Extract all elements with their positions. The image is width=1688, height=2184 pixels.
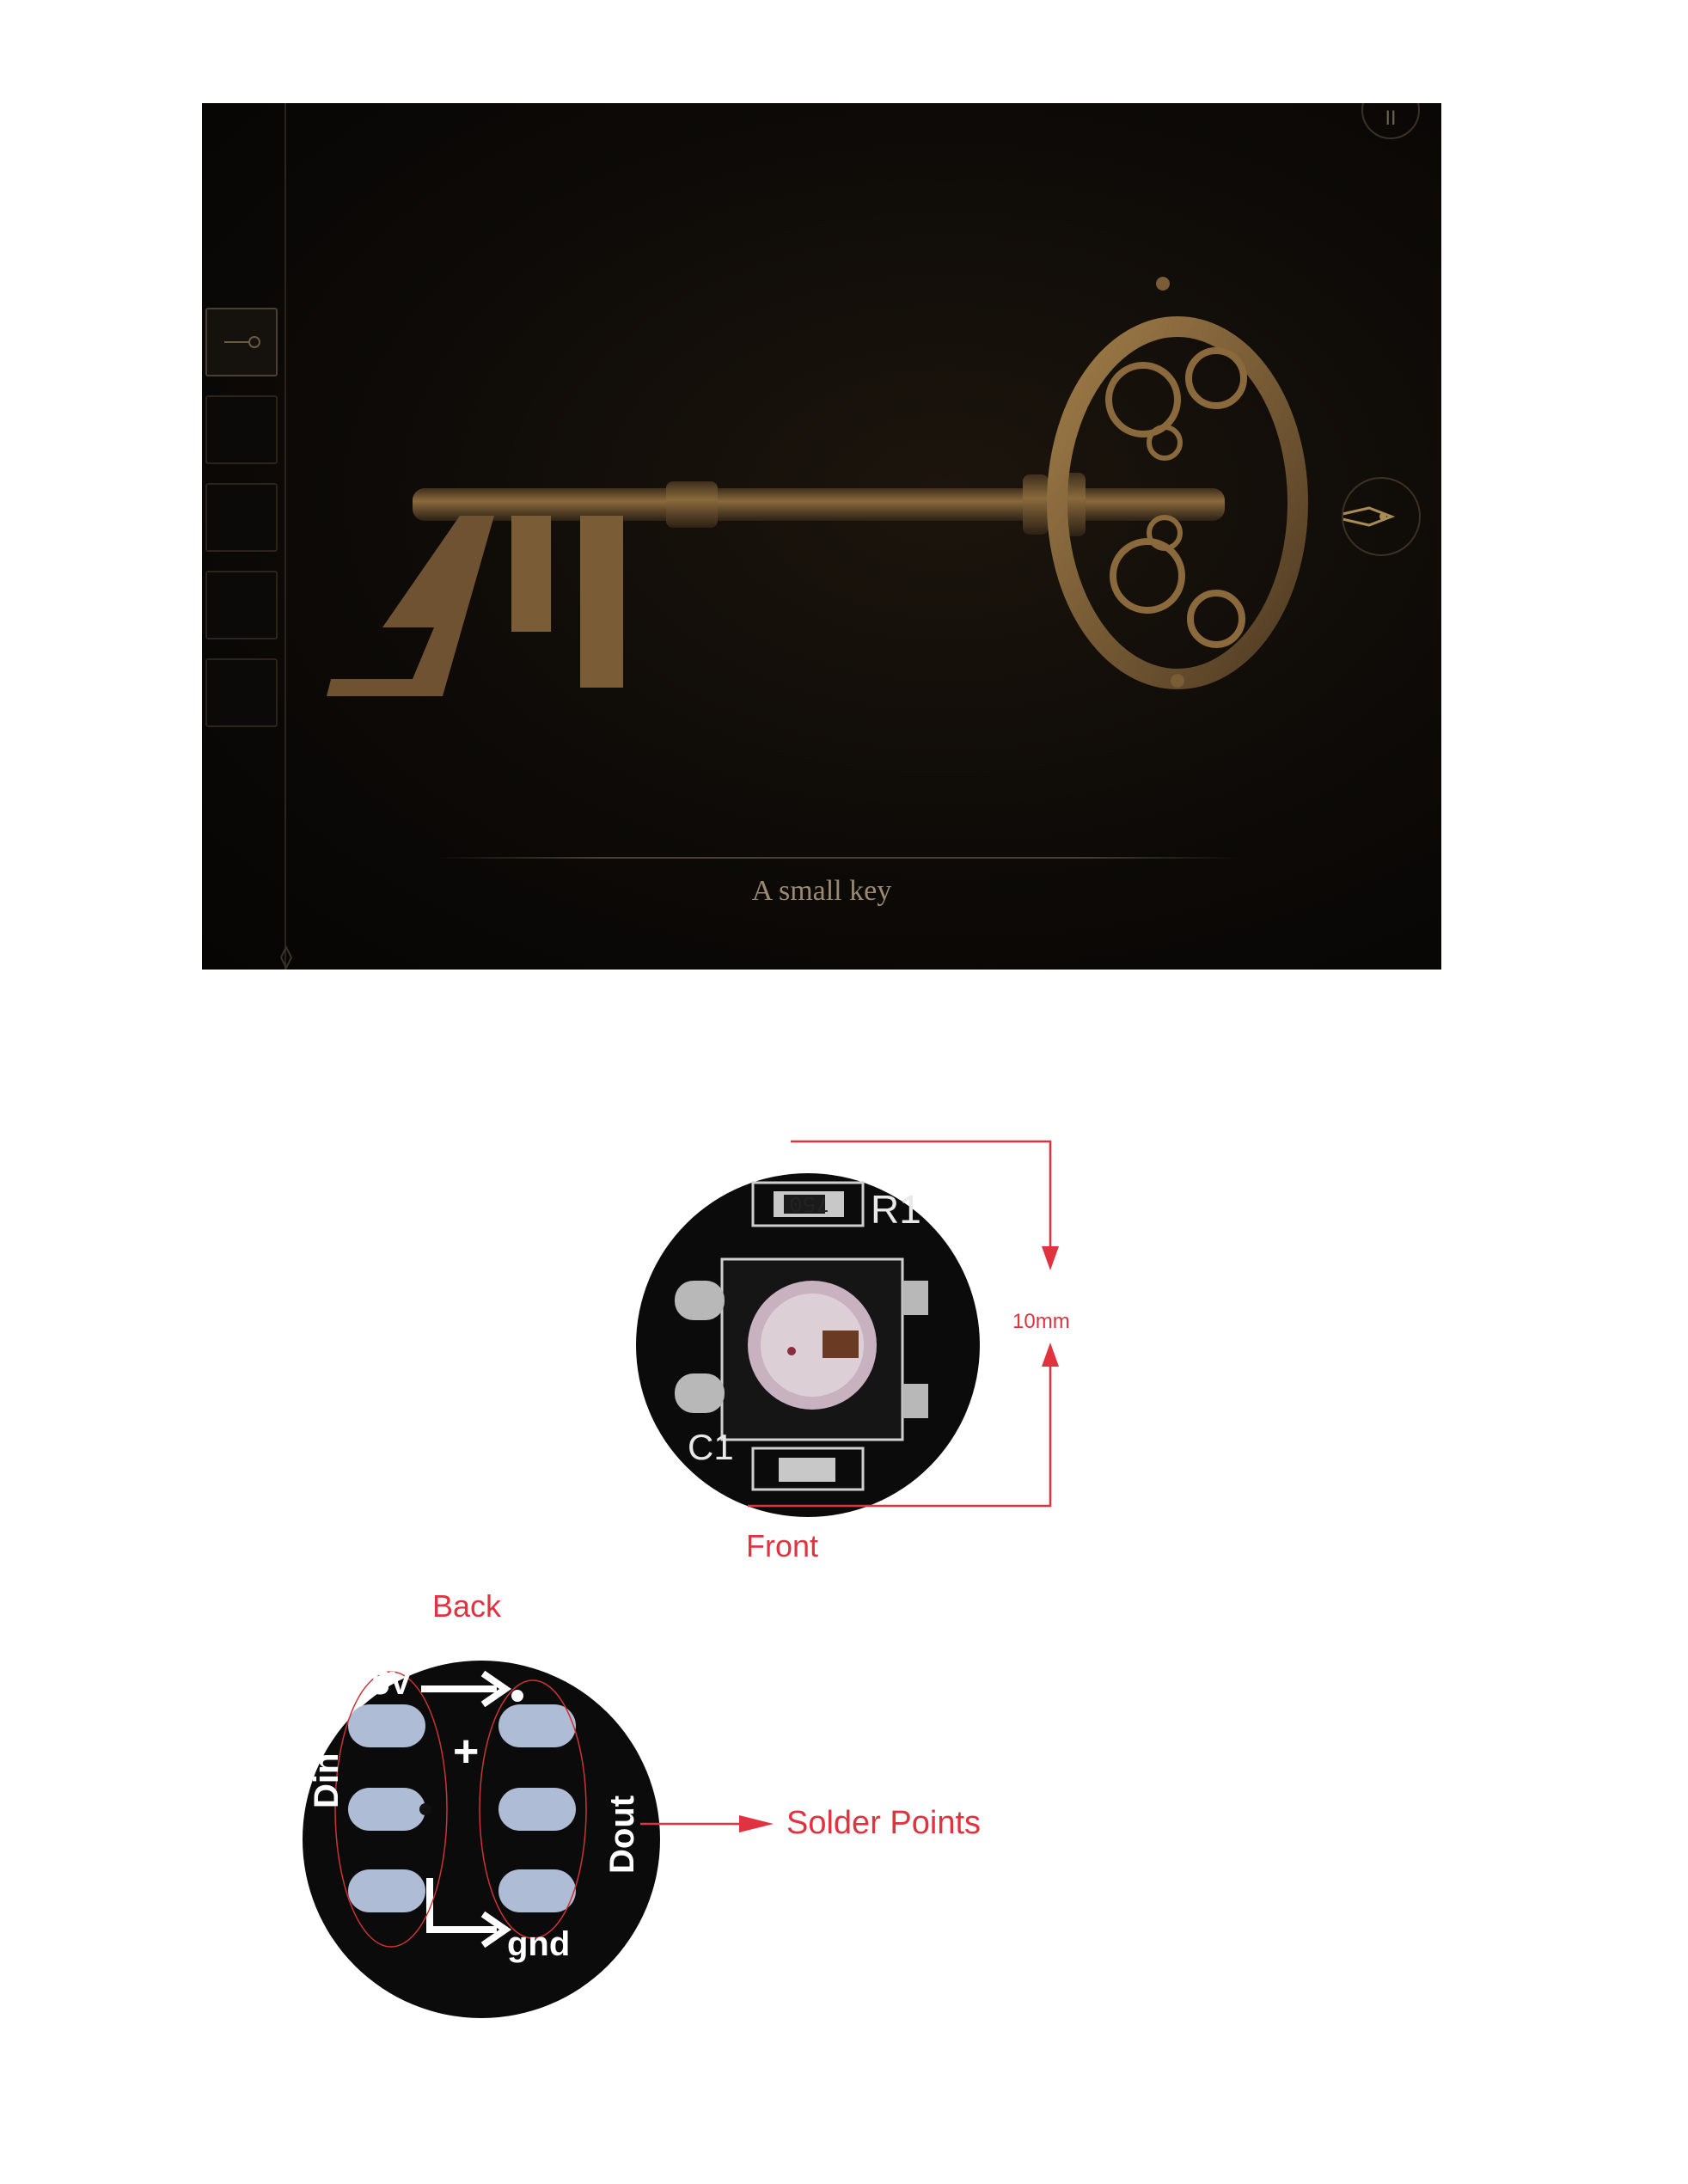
inventory-slot-key[interactable] <box>205 308 278 376</box>
game-screenshot: II <box>202 103 1441 970</box>
compass-dial-icon <box>1330 506 1396 527</box>
pin-label-5v: 5V <box>371 1666 412 1702</box>
rail-ornament-icon <box>279 945 293 970</box>
key-illustration <box>327 277 1308 696</box>
pcb-back-photo <box>303 1661 660 2018</box>
inspect-dial[interactable] <box>1330 477 1421 556</box>
caption-divider <box>434 857 1242 859</box>
front-label: Front <box>746 1528 819 1563</box>
capacitor-ref-label: C1 <box>688 1427 734 1467</box>
inventory-rail <box>284 103 286 970</box>
pin-label-plus: + <box>453 1727 480 1777</box>
inventory-slot[interactable] <box>205 483 278 552</box>
back-label: Back <box>432 1588 502 1624</box>
pause-icon: II <box>1385 108 1397 130</box>
dimension-label: 10mm <box>1012 1310 1070 1333</box>
pin-label-gnd: gnd <box>507 1925 571 1963</box>
solder-points-label: Solder Points <box>786 1805 982 1841</box>
item-caption: A small key <box>751 875 892 907</box>
resistor-ref-label: R1 <box>871 1187 921 1232</box>
inventory-slot[interactable] <box>205 571 278 639</box>
inventory-slot[interactable] <box>205 658 278 727</box>
inventory-slot[interactable] <box>205 395 278 464</box>
pcb-front-photo <box>636 1173 980 1517</box>
key-icon <box>224 336 260 348</box>
